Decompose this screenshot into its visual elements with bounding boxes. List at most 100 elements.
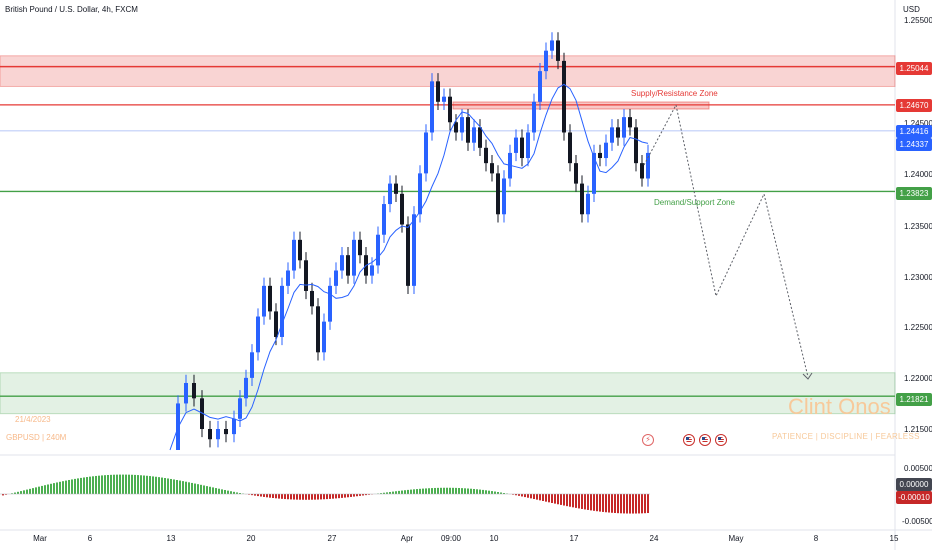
supply-zone-box: [452, 101, 710, 110]
time-tick: 27: [327, 534, 337, 543]
us-flag-icon[interactable]: [699, 434, 711, 446]
candle-body: [502, 178, 506, 215]
brand-motto: PATIENCE | DISCIPLINE | FEARLESS: [772, 432, 920, 441]
histogram-bar: [287, 494, 289, 500]
histogram-bar: [38, 486, 40, 494]
histogram-bar: [362, 494, 364, 496]
histogram-bar: [578, 494, 580, 509]
candle-body: [460, 117, 464, 133]
histogram-bar: [128, 474, 130, 494]
candle-body: [454, 122, 458, 133]
histogram-bar: [521, 494, 523, 497]
candle-body: [574, 163, 578, 184]
histogram-bar: [593, 494, 595, 511]
histogram-bar: [383, 492, 385, 494]
candle-body: [400, 193, 404, 225]
indicator-tick: 0.00500: [904, 464, 932, 473]
histogram-bar: [518, 494, 520, 496]
candle-body: [490, 163, 494, 174]
histogram-bar: [302, 494, 304, 500]
histogram-bar: [2, 494, 4, 496]
last-price-tag: 1.24416: [896, 125, 932, 138]
watermark-symbol: GBPUSD | 240M: [6, 433, 67, 442]
histogram-bar: [92, 476, 94, 494]
histogram-bar: [227, 490, 229, 494]
candle-body: [436, 81, 440, 102]
candle-body: [550, 40, 554, 51]
histogram-bar: [155, 476, 157, 494]
histogram-bar: [635, 494, 637, 514]
histogram-bar: [485, 490, 487, 494]
histogram-bar: [488, 490, 490, 494]
histogram-bar: [26, 489, 28, 494]
histogram-bar: [239, 493, 241, 494]
histogram-bar: [431, 488, 433, 494]
histogram-bar: [164, 478, 166, 494]
histogram-bar: [596, 494, 598, 512]
price-tick: 1.21500: [904, 425, 932, 434]
histogram-bar: [491, 491, 493, 494]
watermark-date: 21/4/2023: [15, 415, 51, 424]
histogram-bar: [560, 494, 562, 505]
histogram-bar: [605, 494, 607, 513]
time-tick: 8: [813, 534, 819, 543]
histogram-bar: [419, 488, 421, 494]
candle-body: [430, 81, 434, 133]
histogram-bar: [365, 494, 367, 496]
time-tick: 20: [246, 534, 256, 543]
histogram-bar: [401, 490, 403, 494]
histogram-bar: [11, 493, 13, 494]
histogram-bar: [59, 481, 61, 494]
histogram-bar: [563, 494, 565, 506]
histogram-bar: [53, 483, 55, 494]
histogram-bar: [140, 475, 142, 494]
price-tick: 1.22000: [904, 374, 932, 383]
histogram-bar: [524, 494, 526, 498]
histogram-bar: [320, 494, 322, 500]
us-flag-icon[interactable]: [683, 434, 695, 446]
candle-body: [216, 429, 220, 440]
histogram-bar: [257, 494, 259, 497]
indicator-tick: -0.00500: [902, 517, 932, 526]
histogram-bar: [557, 494, 559, 505]
candle-body: [532, 101, 536, 133]
histogram-bar: [248, 494, 250, 495]
support-low-tag: 1.21821: [896, 393, 932, 406]
histogram-bar: [545, 494, 547, 502]
candle-body: [466, 117, 470, 143]
histogram-bar: [407, 489, 409, 494]
projection-path: [643, 103, 809, 378]
histogram-bar: [188, 482, 190, 494]
candle-body: [370, 265, 374, 276]
histogram-bar: [452, 487, 454, 494]
histogram-bar: [80, 477, 82, 494]
histogram-bar: [422, 488, 424, 494]
histogram-bar: [263, 494, 265, 497]
histogram-bar: [368, 494, 370, 495]
histogram-bar: [20, 491, 22, 494]
histogram-bar: [74, 478, 76, 494]
histogram-bar: [335, 494, 337, 499]
histogram-bar: [29, 488, 31, 494]
histogram-bar: [119, 474, 121, 494]
time-tick: May: [728, 534, 744, 543]
histogram-bar: [281, 494, 283, 499]
lightning-icon[interactable]: ⚡: [642, 434, 654, 446]
histogram-bar: [458, 487, 460, 494]
histogram-bar: [233, 491, 235, 494]
histogram-bar: [620, 494, 622, 514]
ma-price-tag: 1.24337: [896, 138, 932, 151]
supply-zone-label: Supply/Resistance Zone: [631, 89, 718, 98]
price-tick: 1.23500: [904, 222, 932, 231]
candle-body: [520, 137, 524, 159]
candle-body: [304, 260, 308, 291]
candle-body: [244, 377, 248, 399]
candle-body: [412, 214, 416, 286]
histogram-bar: [95, 475, 97, 494]
histogram-bar: [68, 479, 70, 494]
candle-body: [262, 285, 266, 317]
histogram-bar: [212, 487, 214, 494]
histogram-bar: [353, 494, 355, 497]
us-flag-icon[interactable]: [715, 434, 727, 446]
